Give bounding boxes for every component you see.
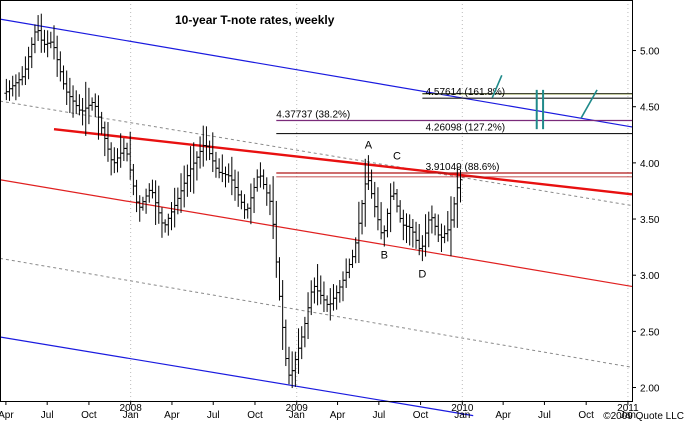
lower-channel-line xyxy=(0,336,474,417)
x-month-label: Jul xyxy=(538,410,551,421)
fib-level-label: 3.91049 (88.6%) xyxy=(426,162,500,173)
chart-grid xyxy=(130,0,629,401)
x-month-label: Apr xyxy=(495,410,511,421)
x-month-label: Apr xyxy=(330,410,346,421)
wave-label: D xyxy=(418,268,426,280)
projection-arrow xyxy=(580,89,598,119)
upper-median-line xyxy=(0,100,633,207)
y-tick-label: 2.00 xyxy=(640,384,660,395)
x-month-label: Apr xyxy=(0,410,14,421)
chart-title: 10-year T-note rates, weekly xyxy=(175,13,335,27)
y-tick-label: 4.00 xyxy=(640,159,660,170)
x-month-label: Jul xyxy=(207,410,220,421)
x-month-label: Oct xyxy=(81,410,97,421)
y-tick-label: 3.50 xyxy=(640,215,660,226)
fib-level-label: 4.37737 (38.2%) xyxy=(276,110,350,121)
projection-arrow xyxy=(491,74,503,99)
x-year-label: 2009 xyxy=(286,403,309,414)
x-month-label: Oct xyxy=(578,410,594,421)
x-month-label: Jan xyxy=(454,410,470,421)
x-month-label: Apr xyxy=(164,410,180,421)
wave-label: B xyxy=(381,249,388,261)
y-tick-label: 4.50 xyxy=(640,103,660,114)
x-month-label: Jul xyxy=(372,410,385,421)
trend-channel-lines xyxy=(0,18,633,417)
y-tick-label: 2.50 xyxy=(640,327,660,338)
projection-markers xyxy=(491,74,598,130)
wave-labels: A B C D xyxy=(365,139,427,280)
axis-labels: 5.00 4.50 4.00 3.50 3.00 2.50 2.00 Apr Jul Oct Jan… xyxy=(0,47,660,421)
plot-frame xyxy=(0,0,633,402)
price-bar xyxy=(458,170,463,203)
x-year-label: 2008 xyxy=(120,403,143,414)
x-month-label: Jan xyxy=(620,410,636,421)
x-year-label: 2011 xyxy=(617,403,639,414)
x-month-label: Oct xyxy=(413,410,429,421)
lower-median-line xyxy=(0,257,633,368)
wave-label: A xyxy=(365,139,373,151)
x-year-label: 2010 xyxy=(451,403,474,414)
y-tick-label: 5.00 xyxy=(640,47,660,58)
y-tick-label: 3.00 xyxy=(640,271,660,282)
copyright-note: ©2009 Quote LLC xyxy=(603,411,684,422)
fib-level-label: 4.57614 (161.8%) xyxy=(426,87,506,98)
wave-label: C xyxy=(393,151,401,163)
weekly-price-bars xyxy=(4,13,463,389)
upper-channel-line xyxy=(0,18,633,128)
x-month-label: Jan xyxy=(289,410,305,421)
x-month-label: Jan xyxy=(123,410,139,421)
x-month-label: Jul xyxy=(41,410,54,421)
fibonacci-levels: 4.57614 (161.8%) 4.37737 (38.2%) 4.26098 (… xyxy=(276,87,632,178)
inner-channel-line xyxy=(0,179,633,288)
x-month-label: Oct xyxy=(247,410,263,421)
resistance-trendline xyxy=(53,127,633,196)
fib-level-label: 4.26098 (127.2%) xyxy=(426,123,506,134)
